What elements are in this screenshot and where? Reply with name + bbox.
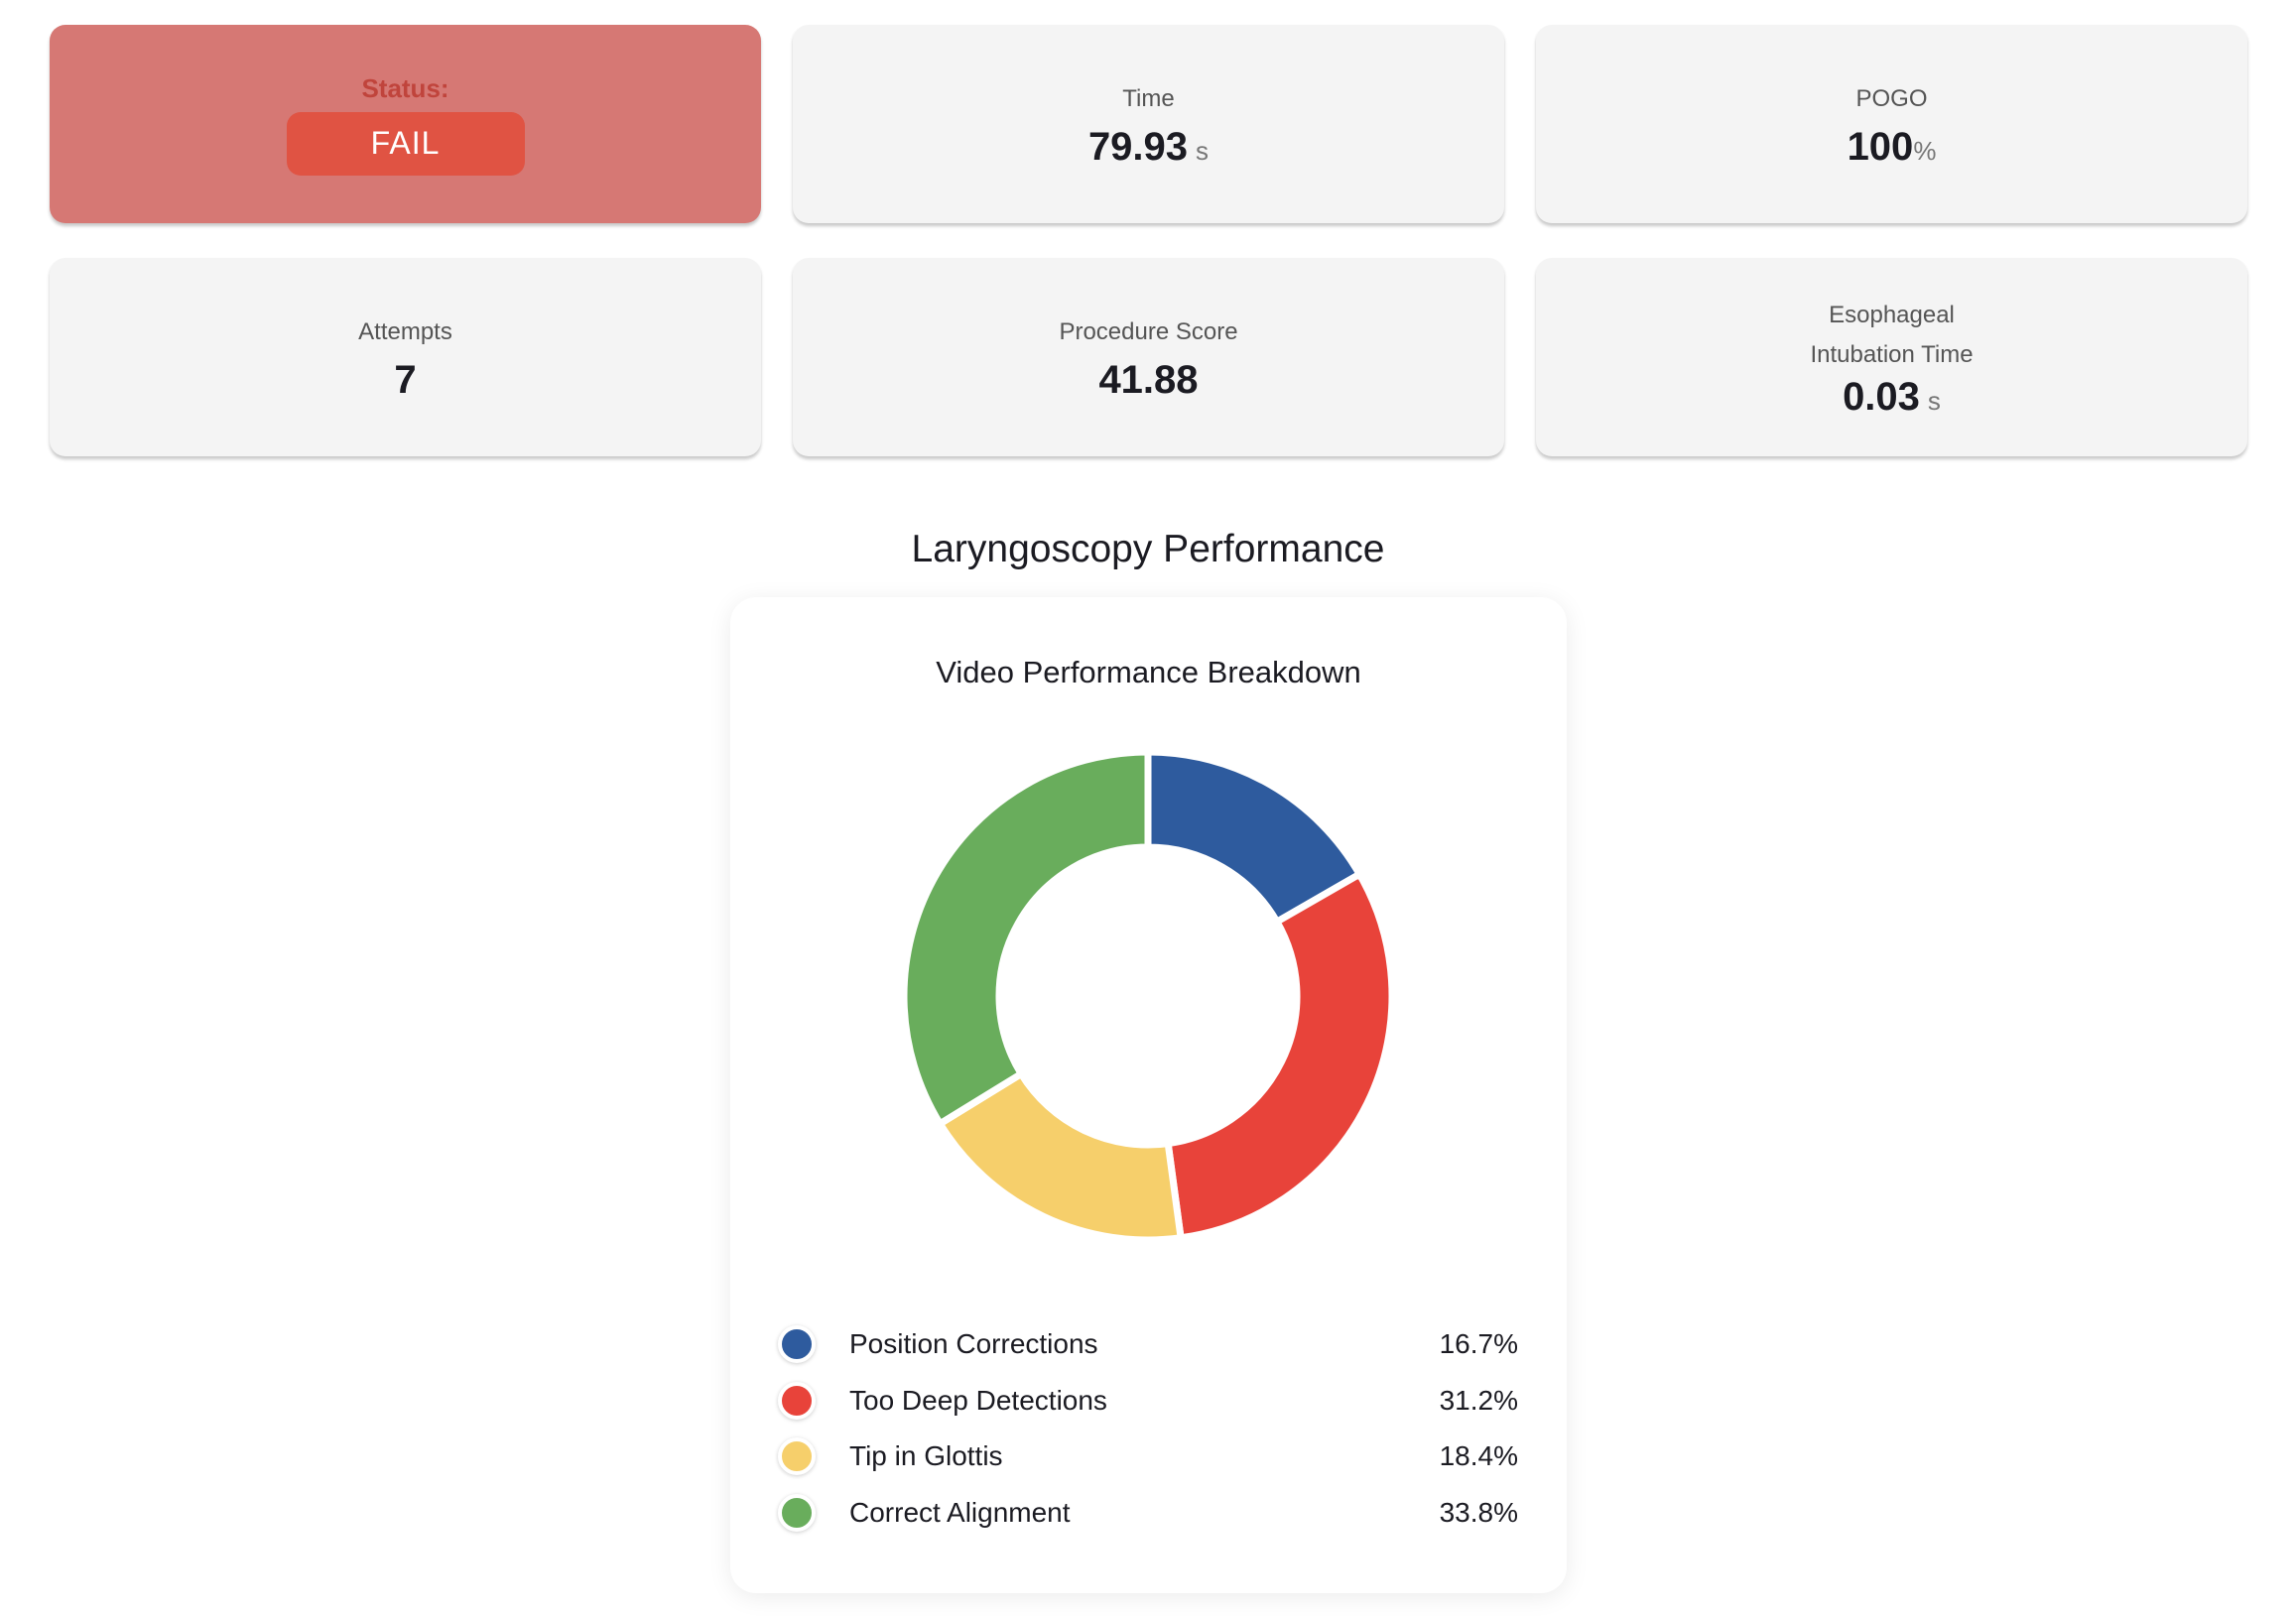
donut-chart bbox=[900, 748, 1396, 1244]
esophageal-number: 0.03 bbox=[1843, 374, 1920, 419]
legend-item[interactable]: Tip in Glottis 18.4% bbox=[778, 1436, 1518, 1476]
legend-dot-icon bbox=[778, 1437, 816, 1475]
esophageal-unit: s bbox=[1927, 385, 1941, 416]
chart-card: Video Performance Breakdown Position Cor… bbox=[730, 597, 1567, 1593]
esophageal-intubation-card: Esophageal Intubation Time 0.03 s bbox=[1536, 258, 2247, 456]
status-badge: FAIL bbox=[286, 111, 525, 176]
esophageal-value: 0.03 s bbox=[1843, 375, 1941, 420]
donut-slice-correct-alignment[interactable] bbox=[900, 748, 1152, 1128]
status-card: Status: FAIL bbox=[50, 25, 761, 223]
procedure-score-label: Procedure Score bbox=[1059, 317, 1238, 345]
legend-value: 31.2% bbox=[1439, 1385, 1518, 1416]
legend-dot-icon bbox=[778, 1382, 816, 1420]
pogo-label: POGO bbox=[1855, 84, 1928, 112]
esophageal-label-line2: Intubation Time bbox=[1810, 340, 1974, 368]
donut-slice-too-deep-detections[interactable] bbox=[1164, 870, 1396, 1242]
legend-dot-icon bbox=[778, 1494, 816, 1532]
legend-dot-icon bbox=[778, 1325, 816, 1363]
donut-slice-tip-in-glottis[interactable] bbox=[936, 1070, 1185, 1244]
attempts-value: 7 bbox=[394, 357, 417, 402]
legend-value: 18.4% bbox=[1439, 1440, 1518, 1471]
attempts-label: Attempts bbox=[358, 317, 452, 345]
status-label: Status: bbox=[361, 72, 449, 103]
legend-label: Tip in Glottis bbox=[849, 1440, 1003, 1471]
legend-value: 16.7% bbox=[1439, 1328, 1518, 1359]
section-title: Laryngoscopy Performance bbox=[911, 528, 1385, 570]
time-unit: s bbox=[1196, 135, 1210, 166]
esophageal-label-line1: Esophageal bbox=[1829, 301, 1955, 328]
chart-title: Video Performance Breakdown bbox=[936, 655, 1361, 689]
legend-item[interactable]: Position Corrections 16.7% bbox=[778, 1324, 1518, 1364]
time-number: 79.93 bbox=[1087, 124, 1189, 169]
legend-value: 33.8% bbox=[1439, 1497, 1518, 1528]
procedure-score-value: 41.88 bbox=[1098, 357, 1199, 402]
time-label: Time bbox=[1122, 84, 1175, 112]
procedure-score-card: Procedure Score 41.88 bbox=[793, 258, 1504, 456]
pogo-value: 100% bbox=[1848, 125, 1937, 170]
time-value: 79.93 s bbox=[1088, 125, 1209, 170]
pogo-card: POGO 100% bbox=[1536, 25, 2247, 223]
legend-item[interactable]: Too Deep Detections 31.2% bbox=[778, 1381, 1518, 1421]
legend-label: Correct Alignment bbox=[849, 1497, 1071, 1528]
legend-item[interactable]: Correct Alignment 33.8% bbox=[778, 1493, 1518, 1533]
attempts-card: Attempts 7 bbox=[50, 258, 761, 456]
time-card: Time 79.93 s bbox=[793, 25, 1504, 223]
legend-label: Position Corrections bbox=[849, 1328, 1098, 1359]
pogo-unit: % bbox=[1913, 135, 1937, 166]
legend-label: Too Deep Detections bbox=[849, 1385, 1107, 1416]
pogo-number: 100 bbox=[1847, 124, 1914, 169]
